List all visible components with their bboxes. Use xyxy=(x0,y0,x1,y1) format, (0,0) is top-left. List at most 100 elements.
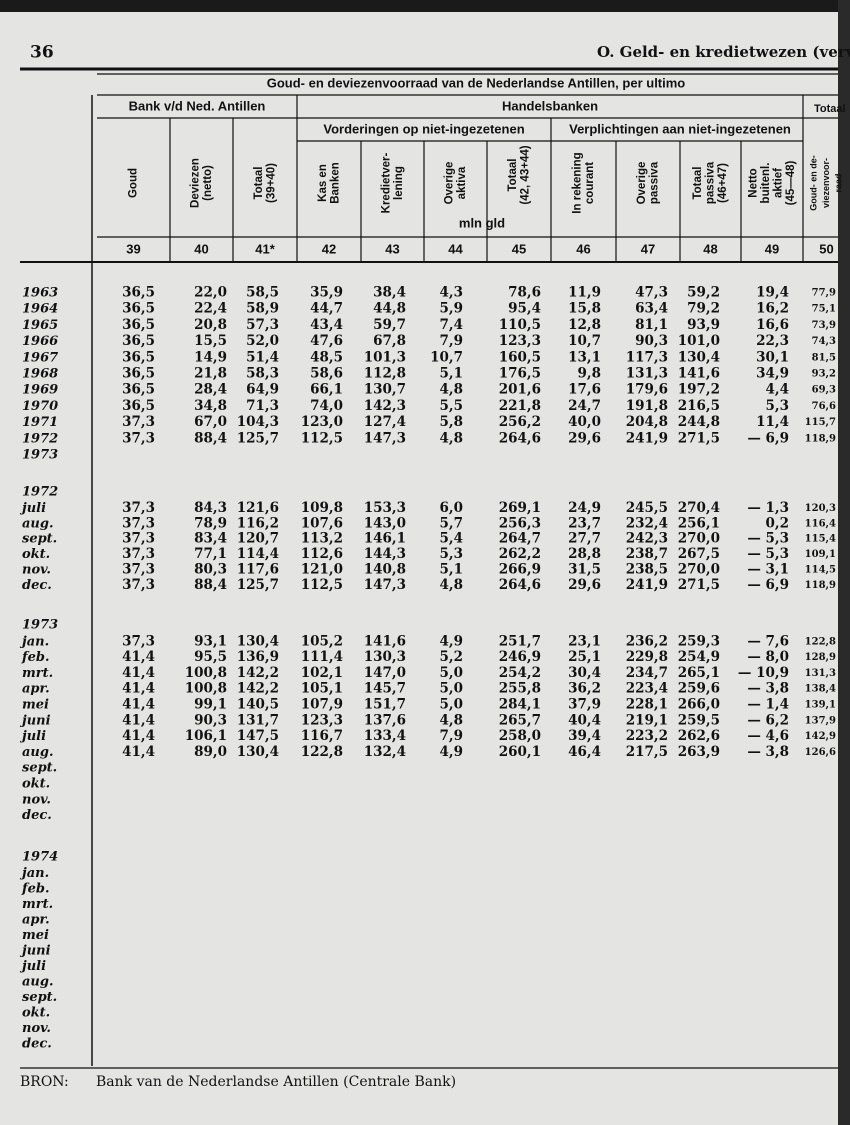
cell: 11,4 xyxy=(756,414,789,430)
cell: 64,9 xyxy=(246,382,279,398)
section-heading: 1973 xyxy=(22,618,58,633)
cell: 140,5 xyxy=(237,697,279,713)
cell: 116,2 xyxy=(237,515,279,531)
cell: — 3,1 xyxy=(747,562,789,578)
cell: 265,1 xyxy=(678,665,720,681)
cell: 270,0 xyxy=(678,562,720,578)
cell: 37,3 xyxy=(122,515,155,531)
cell: 130,4 xyxy=(237,633,279,649)
column-header: Goud- en de- xyxy=(808,155,818,211)
cell: 30,1 xyxy=(756,349,789,365)
cell: 5,4 xyxy=(440,531,464,547)
cell: 123,3 xyxy=(499,333,541,349)
cell: 242,3 xyxy=(626,531,668,547)
cell: 122,8 xyxy=(301,744,343,760)
cell: 112,6 xyxy=(301,546,343,562)
column-header: In rekening xyxy=(571,152,583,213)
cell: — 7,6 xyxy=(747,633,789,649)
cell: 151,7 xyxy=(364,697,406,713)
cell: 37,3 xyxy=(122,562,155,578)
cell: 67,8 xyxy=(373,333,406,349)
cell: 36,5 xyxy=(122,317,155,333)
cell: 37,3 xyxy=(122,546,155,562)
cell: 255,8 xyxy=(499,681,541,697)
row-label: dec. xyxy=(22,578,52,593)
column-header: Banken xyxy=(329,162,341,204)
cell: 147,3 xyxy=(364,430,406,446)
cell: 90,3 xyxy=(194,712,227,728)
cell: 66,1 xyxy=(310,382,343,398)
cell: 254,9 xyxy=(678,649,720,665)
cell: 39,4 xyxy=(568,728,601,744)
column-number: 42 xyxy=(322,241,336,256)
cell: 109,1 xyxy=(805,549,836,560)
cell: 5,9 xyxy=(440,301,464,317)
cell: 142,9 xyxy=(805,731,836,742)
column-number: 45 xyxy=(512,241,526,256)
cell: 262,2 xyxy=(499,546,541,562)
column-header: Goud xyxy=(128,168,140,198)
column-number: 41* xyxy=(255,241,275,256)
cell: 37,3 xyxy=(122,414,155,430)
cell: 266,0 xyxy=(678,697,720,713)
cell: 4,8 xyxy=(440,382,464,398)
cell: 144,3 xyxy=(364,546,406,562)
cell: 109,8 xyxy=(301,500,343,516)
cell: 79,2 xyxy=(687,301,720,317)
cell: 259,6 xyxy=(678,681,720,697)
cell: 256,2 xyxy=(499,414,541,430)
cell: 81,1 xyxy=(635,317,668,333)
cell: 71,3 xyxy=(246,398,279,414)
cell: 271,5 xyxy=(678,430,720,446)
cell: 117,6 xyxy=(237,562,279,578)
cell: 99,1 xyxy=(194,697,227,713)
cell: 93,9 xyxy=(687,317,720,333)
cell: 41,4 xyxy=(122,681,155,697)
cell: 10,7 xyxy=(430,349,463,365)
cell: 101,0 xyxy=(678,333,720,349)
cell: 191,8 xyxy=(626,398,668,414)
column-header: (45—48) xyxy=(785,160,797,205)
column-header: (42, 43+44) xyxy=(519,145,531,204)
cell: 264,7 xyxy=(499,531,541,547)
column-header: Totaal xyxy=(692,166,704,199)
column-header: viezenvoor- xyxy=(821,158,831,208)
column-header: passiva xyxy=(648,161,660,204)
row-label: aug. xyxy=(22,745,54,760)
cell: 59,2 xyxy=(687,285,720,301)
cell: 5,2 xyxy=(440,649,464,665)
cell: 16,2 xyxy=(756,301,789,317)
cell: 16,6 xyxy=(756,317,789,333)
cell: 47,3 xyxy=(635,285,668,301)
cell: 5,0 xyxy=(440,681,464,697)
column-header: courant xyxy=(584,162,596,204)
cell: 41,4 xyxy=(122,649,155,665)
row-label: juli xyxy=(19,729,46,744)
cell: 259,3 xyxy=(678,633,720,649)
row-label: 1969 xyxy=(22,383,58,398)
cell: — 6,9 xyxy=(747,577,789,593)
cell: 34,9 xyxy=(756,366,789,382)
row-label: okt. xyxy=(22,777,50,792)
cell: 7,9 xyxy=(440,728,464,744)
cell: 142,2 xyxy=(237,665,279,681)
cell: 24,7 xyxy=(568,398,601,414)
cell: 133,4 xyxy=(364,728,406,744)
column-header: aktiva xyxy=(456,166,468,199)
cell: — 1,3 xyxy=(747,500,789,516)
cell: 125,7 xyxy=(237,430,279,446)
row-label: sept. xyxy=(22,761,57,776)
row-label: mei xyxy=(22,698,49,713)
cell: 51,4 xyxy=(246,349,279,365)
column-header: Kas en xyxy=(317,164,329,202)
cell: 52,0 xyxy=(246,333,279,349)
cell: 137,9 xyxy=(805,715,836,726)
cell: 241,9 xyxy=(626,430,668,446)
cell: 271,5 xyxy=(678,577,720,593)
row-label: juni xyxy=(19,944,51,959)
cell: 197,2 xyxy=(678,382,720,398)
cell: 4,8 xyxy=(440,430,464,446)
cell: 176,5 xyxy=(499,366,541,382)
cell: 0,2 xyxy=(766,515,790,531)
